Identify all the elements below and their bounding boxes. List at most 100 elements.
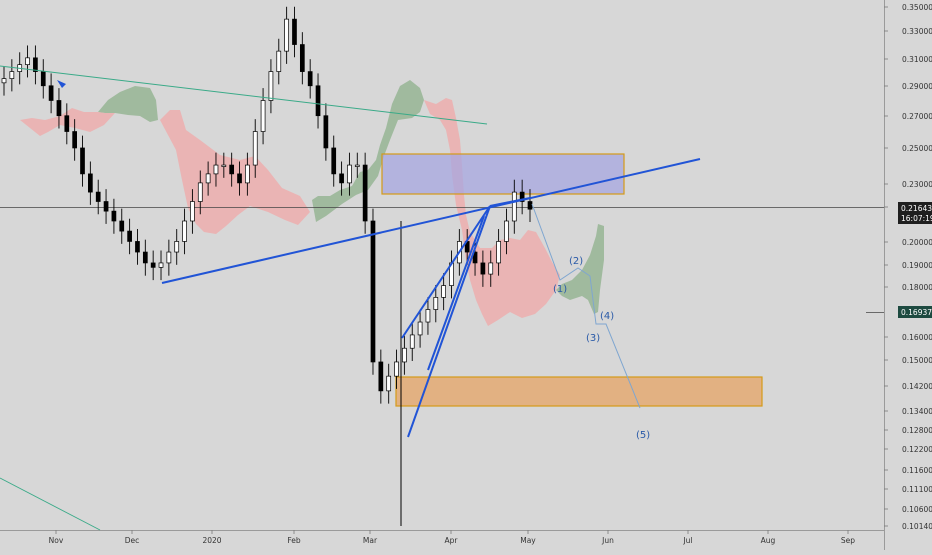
- price-tick-label: 0.19000: [902, 261, 932, 270]
- candle-body: [142, 251, 148, 264]
- candle-body: [33, 57, 38, 72]
- candle-body: [402, 347, 407, 363]
- price-tick-label: 0.11100: [902, 485, 932, 494]
- candle-body: [237, 173, 242, 184]
- candle-body: [64, 115, 70, 132]
- time-tick-label: Jun: [601, 536, 614, 545]
- candle-body: [409, 334, 415, 349]
- wedge-line-inner: [427, 215, 485, 371]
- time-tick-label: Nov: [49, 536, 64, 545]
- thin-trendline-bottom: [0, 477, 101, 531]
- marker-price-label: 0.16937: [901, 308, 932, 317]
- arrow-marker: [57, 80, 66, 88]
- price-tick-label: 0.15000: [902, 356, 932, 365]
- candle-body: [166, 251, 172, 264]
- candle-body: [95, 191, 101, 202]
- price-tick-label: 0.20000: [902, 238, 932, 247]
- demand-zone: [395, 376, 763, 407]
- candle-body: [307, 71, 313, 87]
- price-tick-label: 0.10140: [902, 522, 932, 531]
- candles: [1, 6, 533, 526]
- candle-body: [331, 147, 337, 175]
- wedge-top-connector: [489, 197, 531, 207]
- time-tick-label: Dec: [125, 536, 140, 545]
- last-price-badge: 0.21643 16:07:19: [898, 202, 932, 224]
- candle-body: [135, 241, 140, 253]
- candle-body: [504, 220, 509, 242]
- bull-cloud-2: [312, 80, 424, 222]
- candle-body: [284, 18, 289, 52]
- candle-body: [40, 71, 46, 87]
- candle-body: [394, 361, 399, 377]
- wedge-line-upper: [401, 205, 491, 339]
- projection-path: [531, 203, 641, 409]
- candle-body: [56, 100, 62, 117]
- candle-body: [190, 201, 195, 222]
- price-tick-label: 0.13400: [902, 407, 932, 416]
- marker-price-badge-bg: [898, 306, 932, 318]
- time-axis: Nov Dec 2020 Feb Mar Apr May Jun Jul Aug Sep: [49, 530, 855, 545]
- candle-body: [252, 131, 258, 166]
- supply-zone: [381, 153, 625, 195]
- bear-cloud-2: [160, 110, 310, 234]
- time-tick-label: Mar: [363, 536, 378, 545]
- candle-body: [472, 251, 478, 264]
- price-tick-label: 0.18000: [902, 283, 932, 292]
- candle-body: [25, 57, 30, 66]
- candle-body: [268, 71, 274, 101]
- time-tick-label: Sep: [841, 536, 855, 545]
- candle-body: [229, 164, 235, 175]
- marker-price-badge: 0.16937: [898, 306, 932, 318]
- candle-body: [174, 241, 180, 253]
- candle-body: [213, 164, 219, 175]
- candle-body: [221, 164, 227, 167]
- candle-body: [292, 18, 297, 45]
- price-tick-label: 0.12800: [902, 426, 932, 435]
- time-tick-label: Jul: [682, 536, 692, 545]
- price-tick-label: 0.29000: [902, 82, 932, 91]
- candle-body: [323, 115, 329, 149]
- candle-body: [127, 230, 132, 242]
- wave-label-1: (1): [553, 284, 567, 295]
- candle-body: [150, 262, 156, 268]
- price-tick-label: 0.16000: [902, 333, 932, 342]
- candle-body: [80, 147, 85, 175]
- price-tick-label: 0.33000: [902, 27, 932, 36]
- price-tick-label: 0.10600: [902, 505, 932, 514]
- candle-body: [386, 375, 392, 392]
- candle-body: [362, 164, 368, 222]
- wave-label-2: (2): [569, 256, 583, 267]
- candle-body: [158, 262, 164, 268]
- candle-body: [103, 201, 109, 212]
- candle-body: [205, 173, 211, 184]
- candle-body: [417, 321, 423, 336]
- wedge-line-lower: [407, 205, 491, 438]
- candle-body: [425, 309, 431, 323]
- countdown-label: 16:07:19: [901, 214, 932, 223]
- last-price-label: 0.21643: [901, 204, 932, 213]
- rising-trendline: [161, 158, 701, 284]
- candle-body: [245, 164, 250, 184]
- candle-body: [299, 44, 305, 72]
- candle-body: [496, 241, 501, 264]
- candle-body: [347, 164, 352, 184]
- candle-body: [370, 220, 376, 363]
- wave-label-3: (3): [586, 333, 600, 344]
- candle-body: [72, 131, 78, 149]
- price-tick-label: 0.31000: [902, 55, 932, 64]
- candle-body: [1, 78, 7, 84]
- price-tick-label: 0.35000: [902, 3, 932, 12]
- candle-body: [519, 191, 525, 202]
- candle-body: [88, 173, 93, 193]
- time-tick-label: Apr: [445, 536, 459, 545]
- candle-body: [480, 262, 486, 275]
- candle-body: [527, 201, 533, 210]
- time-tick-label: May: [520, 536, 536, 545]
- candle-body: [339, 173, 344, 184]
- candle-body: [315, 85, 321, 117]
- price-tick-label: 0.12200: [902, 445, 932, 454]
- time-tick-label: Aug: [761, 536, 776, 545]
- candle-body: [378, 361, 384, 392]
- candle-body: [433, 297, 439, 310]
